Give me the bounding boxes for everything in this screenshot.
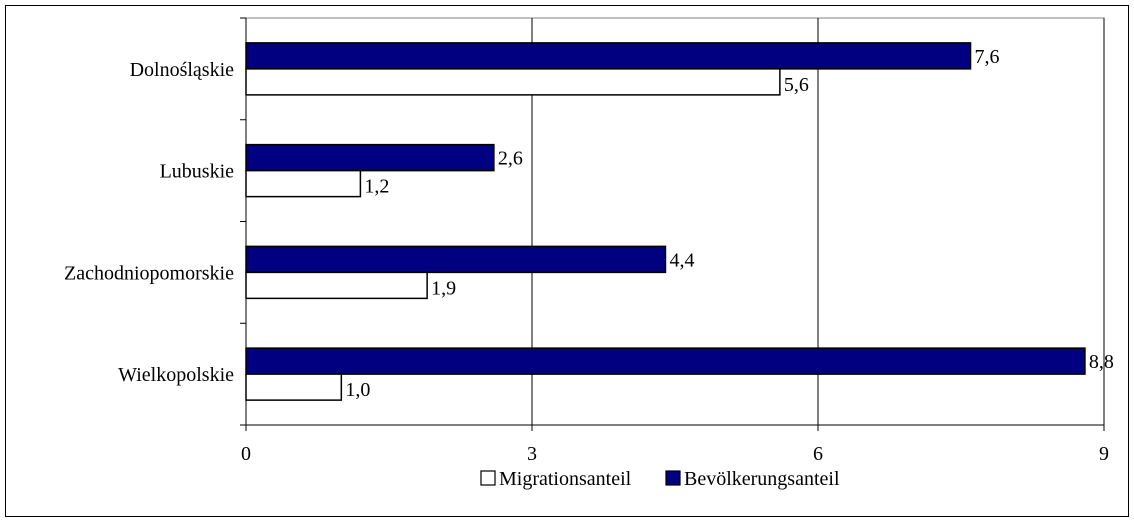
data-label-bevoelkerungsanteil: 4,4 bbox=[669, 249, 694, 271]
category-label: Zachodniopomorskie bbox=[64, 262, 234, 284]
bar-bevoelkerungsanteil bbox=[245, 42, 972, 70]
data-label-bevoelkerungsanteil: 2,6 bbox=[498, 148, 523, 170]
data-label-migrationsanteil: 1,9 bbox=[431, 277, 456, 299]
bar-chart: 0 3 6 9 Dolnośląskie 7,6 5,6 Lubuskie 2,6 1,2 Zach… bbox=[64, 17, 1114, 490]
category-label: Wielkopolskie bbox=[118, 364, 234, 386]
bar-migrationsanteil bbox=[245, 169, 362, 198]
x-tick-label: 0 bbox=[241, 443, 251, 465]
bar-bevoelkerungsanteil bbox=[245, 143, 495, 172]
bar-migrationsanteil bbox=[245, 373, 343, 401]
legend-swatch-bevoelkerungsanteil bbox=[665, 470, 681, 486]
bar-migrationsanteil bbox=[245, 68, 781, 96]
data-label-migrationsanteil: 5,6 bbox=[784, 74, 809, 96]
data-label-bevoelkerungsanteil: 7,6 bbox=[975, 46, 1000, 68]
legend-swatch-migrationsanteil bbox=[480, 470, 496, 486]
x-tick-label: 9 bbox=[1099, 443, 1109, 465]
bar-bevoelkerungsanteil bbox=[245, 245, 667, 274]
bar-migrationsanteil bbox=[245, 271, 428, 300]
data-label-migrationsanteil: 1,2 bbox=[364, 176, 389, 198]
legend-label-bevoelkerungsanteil: Bevölkerungsanteil bbox=[684, 468, 840, 490]
category-label: Lubuskie bbox=[160, 161, 235, 183]
bar-bevoelkerungsanteil bbox=[245, 347, 1086, 375]
x-tick-label: 6 bbox=[813, 443, 823, 465]
data-label-bevoelkerungsanteil: 8,8 bbox=[1089, 351, 1114, 373]
category-label: Dolnośląskie bbox=[130, 59, 235, 81]
x-tick-label: 3 bbox=[527, 443, 537, 465]
legend-label-migrationsanteil: Migrationsanteil bbox=[499, 468, 632, 490]
data-label-migrationsanteil: 1,0 bbox=[345, 379, 370, 401]
chart-frame: 0 3 6 9 Dolnośląskie 7,6 5,6 Lubuskie 2,6 1,2 Zach… bbox=[5, 5, 1129, 517]
